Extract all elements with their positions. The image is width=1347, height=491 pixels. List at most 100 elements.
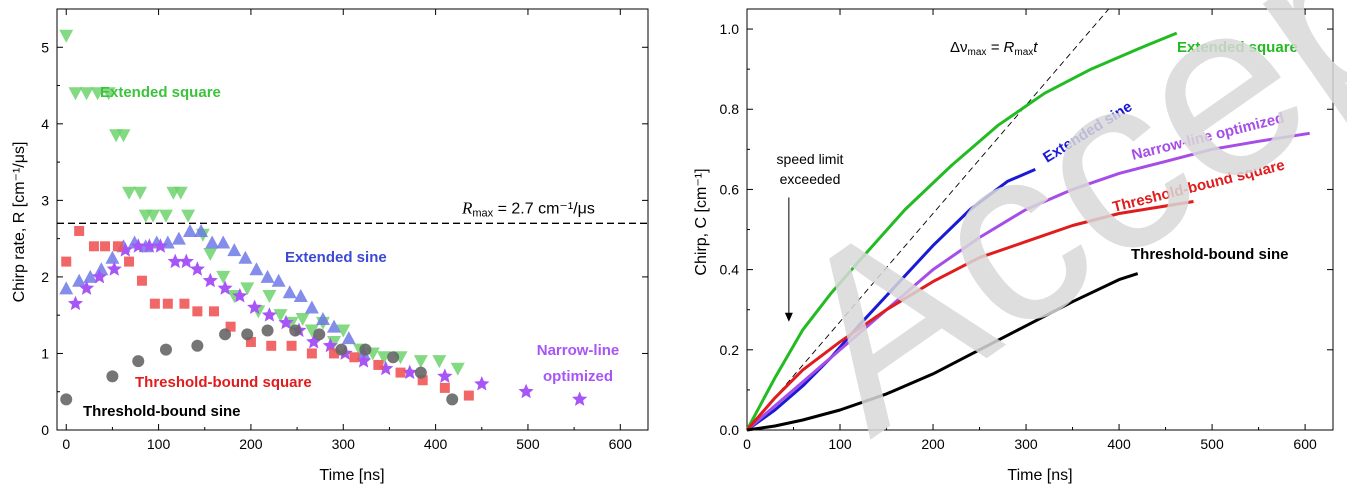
data-point [329, 348, 340, 359]
right-y-axis-label: Chirp, C [cm⁻¹] [693, 168, 710, 275]
right-line-narrow-line-optimized [746, 131, 1310, 432]
data-point [105, 250, 120, 264]
right-x-tick-label: 300 [1014, 436, 1038, 452]
left-series-extended-sine [59, 223, 371, 360]
data-point [158, 209, 173, 223]
data-point [88, 241, 99, 252]
data-point [100, 241, 111, 252]
data-point [133, 186, 148, 200]
data-point [327, 319, 342, 333]
data-point [262, 290, 277, 304]
data-point [59, 281, 74, 295]
right-x-tick-label: 200 [921, 436, 945, 452]
data-point [335, 343, 348, 356]
data-point [149, 298, 160, 309]
right-x-tick-label: 0 [743, 436, 751, 452]
right-label: Extended square [1177, 39, 1298, 56]
speed-limit-reference-line: Δνmax = Rmaxt [746, 8, 1110, 431]
right-x-tick-label: 500 [1200, 436, 1224, 452]
data-point [152, 238, 169, 253]
left-series-threshold-bound-square [61, 225, 474, 401]
data-point [83, 269, 98, 283]
data-point [271, 273, 286, 287]
right-line-threshold-bound-square [745, 200, 1194, 431]
data-point [463, 390, 474, 401]
right-x-tick-label: 100 [828, 436, 852, 452]
rmax-line: Rmax = 2.7 cm⁻¹/μs [57, 198, 648, 224]
chirp-plot: 0 100 200 300 400 500 600 0.0 0.2 0.4 0.6 0.8 1.0 Δν… [693, 8, 1334, 484]
data-point [136, 275, 147, 286]
data-point [293, 289, 308, 303]
left-y-tick-label: 0 [41, 422, 49, 438]
data-point [130, 238, 146, 253]
left-x-tick-label: 300 [332, 436, 356, 452]
left-y-tick-label: 2 [41, 269, 49, 285]
left-series-threshold-bound-sine [60, 324, 459, 406]
annotation-line-2: exceeded [780, 171, 841, 187]
data-point [249, 262, 264, 276]
data-point [313, 328, 326, 341]
data-point [159, 343, 172, 356]
data-point [376, 351, 391, 365]
left-label-narrow-line-optimized: Narrow-line optimized [537, 342, 620, 385]
data-point [67, 295, 84, 311]
left-y-tick-label: 4 [41, 116, 49, 132]
data-point [219, 328, 232, 341]
data-point [304, 300, 319, 314]
data-point [261, 324, 274, 337]
right-line-extended-sine [746, 168, 1036, 432]
data-point [336, 324, 351, 338]
data-point [437, 368, 453, 383]
data-point [78, 280, 95, 295]
data-point [59, 29, 74, 43]
data-point [402, 364, 418, 380]
data-point [141, 238, 157, 253]
left-y-tick-label: 1 [41, 345, 49, 361]
right-label: Threshold-bound sine [1131, 246, 1289, 263]
data-point [417, 375, 428, 386]
left-axis-ticks: 0 100 200 300 400 500 600 0 1 2 3 4 5 [41, 9, 648, 452]
data-point [413, 355, 428, 369]
data-point [179, 298, 190, 309]
right-line-extended-square [745, 31, 1178, 431]
left-x-tick-label: 500 [516, 436, 540, 452]
data-point [216, 235, 231, 249]
data-point [146, 209, 161, 223]
data-point [192, 306, 203, 317]
right-series-lines [745, 31, 1310, 432]
left-y-axis-label: Chirp rate, R [cm⁻¹/μs] [11, 142, 28, 303]
left-label: Threshold-bound sine [83, 403, 241, 420]
data-point [359, 343, 372, 356]
annotation-arrow-head [784, 312, 793, 322]
data-point [178, 253, 194, 269]
data-point [238, 250, 253, 264]
left-x-tick-label: 0 [62, 436, 70, 452]
data-point [278, 314, 294, 330]
data-point [91, 268, 108, 284]
data-point [289, 324, 302, 337]
right-x-tick-label: 600 [1293, 436, 1317, 452]
left-x-tick-label: 200 [239, 436, 263, 452]
reference-line-label: Δνmax = Rmaxt [950, 39, 1038, 58]
data-point [189, 261, 205, 276]
data-point [232, 288, 248, 303]
data-point [295, 313, 310, 327]
data-point [117, 242, 133, 257]
left-label: Extended square [100, 84, 221, 101]
data-point [241, 328, 254, 341]
right-plot-frame [746, 8, 1334, 431]
data-point [202, 272, 218, 288]
left-label: Threshold-bound square [135, 374, 312, 391]
data-point [414, 366, 427, 379]
data-point [132, 355, 145, 368]
left-x-tick-label: 100 [147, 436, 171, 452]
left-x-axis-label: Time [ns] [319, 467, 384, 484]
data-point [94, 262, 109, 276]
speed-limit-annotation: speed limit exceeded [777, 151, 844, 322]
left-x-tick-label: 600 [609, 436, 633, 452]
left-series-extended-square [59, 29, 465, 376]
data-point [355, 353, 372, 368]
data-point [72, 273, 87, 287]
rmax-label: Rmax = 2.7 cm⁻¹/μs [461, 198, 595, 219]
